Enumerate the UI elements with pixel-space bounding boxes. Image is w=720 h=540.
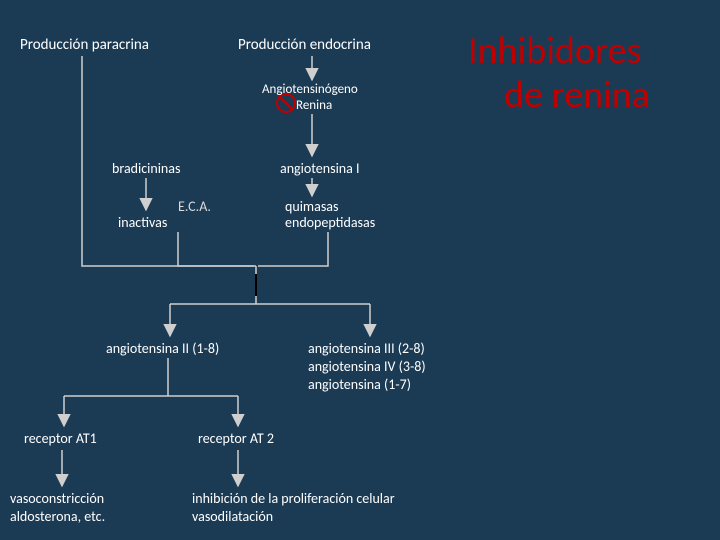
title-line2: de renina <box>504 74 650 118</box>
diagram-canvas: Inhibidores de renina Producción paracri… <box>0 0 720 540</box>
label-quimasas: quimasas <box>285 198 338 215</box>
label-vasoconstriccion: vasoconstricción <box>10 490 104 507</box>
label-rec-at2: receptor AT 2 <box>198 430 274 447</box>
label-angiotensinogeno: Angiotensinógeno <box>262 82 358 97</box>
label-ang2-18: angiotensina II (1-8) <box>106 340 219 357</box>
label-ang3-28: angiotensina III (2-8) <box>308 340 425 357</box>
line-p-eca-join-left <box>178 232 254 266</box>
label-bradicininas: bradicininas <box>112 160 180 177</box>
label-endopeptidasas: endopeptidasas <box>285 214 375 231</box>
inhibit-slash <box>280 97 293 110</box>
label-renina: Renina <box>296 98 332 113</box>
label-inactivas: inactivas <box>118 214 167 231</box>
title-line1: Inhibidores <box>468 30 650 74</box>
label-prod-endocrina: Producción endocrina <box>238 36 371 54</box>
label-rec-at1: receptor AT1 <box>24 430 97 447</box>
label-vasodilatacion: vasodilatación <box>192 508 273 525</box>
label-prod-paracrina: Producción paracrina <box>20 36 149 54</box>
slide-title: Inhibidores de renina <box>468 30 650 117</box>
label-ang17: angiotensina (1-7) <box>308 376 411 393</box>
label-angiotensina1: angiotensina I <box>280 160 360 177</box>
label-ang4-38: angiotensina IV (3-8) <box>308 358 426 375</box>
label-aldosterona: aldosterona, etc. <box>10 508 105 525</box>
label-eca: E.C.A. <box>178 198 211 215</box>
label-inhibicion: inhibición de la proliferación celular <box>192 490 395 507</box>
line-p-quim-join-right <box>258 232 328 266</box>
